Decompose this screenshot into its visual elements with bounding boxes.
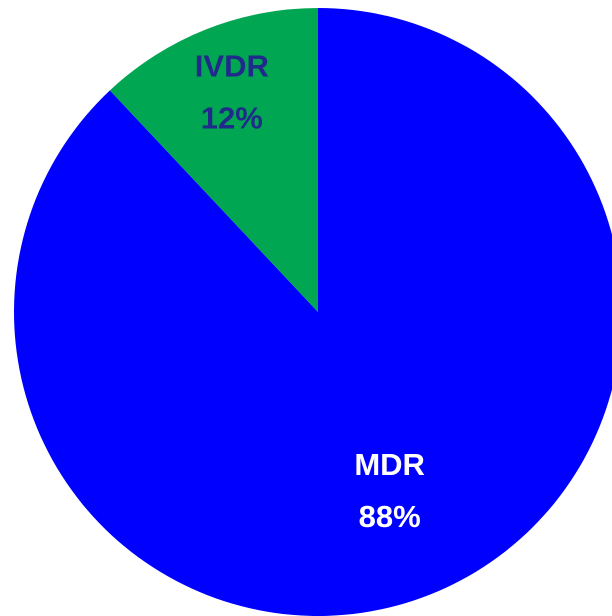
slice-category-label: MDR — [354, 447, 425, 482]
pie-slice — [109, 8, 319, 312]
slice-value-label: 88% — [359, 499, 421, 534]
slice-category-label: IVDR — [195, 49, 269, 84]
pie-slice — [14, 8, 612, 616]
slice-value-label: 12% — [201, 101, 263, 136]
